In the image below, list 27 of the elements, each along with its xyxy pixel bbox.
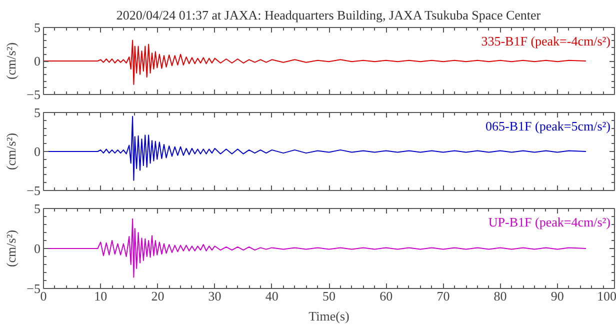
x-axis-title: Time(s): [308, 308, 350, 324]
y-tick-label: −5: [26, 87, 41, 102]
series-label: 065-B1F (peak=5cm/s²): [486, 118, 611, 134]
y-tick-label: −5: [26, 281, 41, 296]
x-tick-label: 10: [94, 288, 108, 304]
x-tick-label: 20: [151, 288, 164, 304]
y-tick-label: 0: [34, 241, 40, 256]
x-tick-label: 60: [380, 288, 393, 304]
x-tick-label: 90: [550, 288, 564, 304]
y-axis-title: (cm/s²): [4, 132, 19, 170]
y-tick-label: 5: [34, 201, 40, 216]
y-tick-label: 5: [34, 20, 40, 35]
x-tick-label: 70: [436, 288, 450, 304]
y-axis-title: (cm/s²): [4, 42, 19, 80]
y-tick-label: 0: [34, 54, 40, 68]
chart-title: 2020/04/24 01:37 at JAXA: Headquarters Building, JAXA Tsukuba Space Center: [116, 8, 542, 22]
y-tick-label: −5: [26, 183, 41, 198]
y-axis-title: (cm/s²): [4, 230, 19, 268]
x-tick-label: 80: [494, 288, 507, 304]
x-tick-label: 50: [322, 288, 336, 304]
series-label: 335-B1F (peak=-4cm/s²): [481, 34, 611, 48]
x-tick-label: 40: [265, 288, 278, 304]
x-tick-label: 100: [597, 288, 616, 304]
series-label: UP-B1F (peak=4cm/s²): [488, 214, 610, 230]
y-tick-label: 5: [34, 105, 40, 120]
x-tick-label: 30: [208, 288, 222, 304]
y-tick-label: 0: [34, 144, 40, 159]
